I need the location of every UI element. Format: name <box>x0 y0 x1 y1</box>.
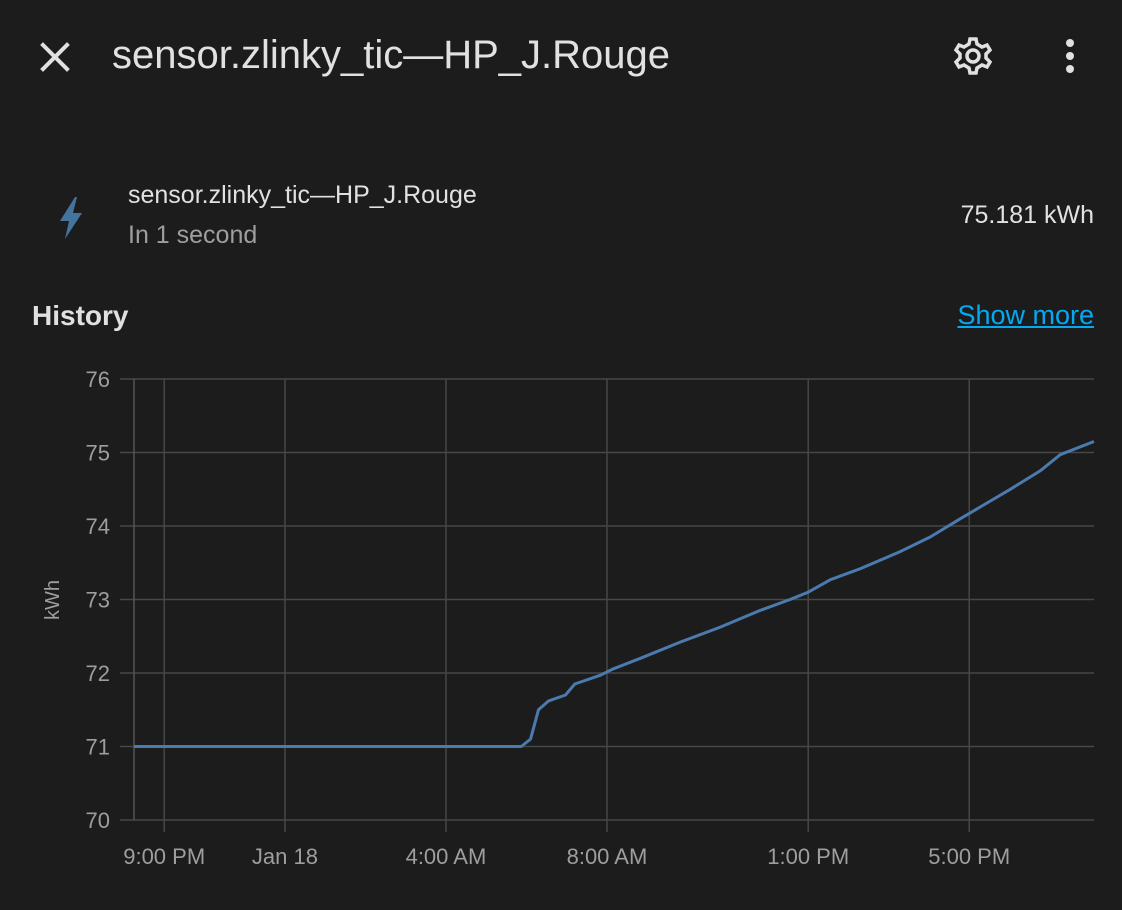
y-tick-label: 72 <box>86 661 110 686</box>
x-tick-label: 1:00 PM <box>767 844 849 869</box>
x-tick-label: Jan 18 <box>252 844 318 869</box>
y-tick-label: 75 <box>86 441 110 466</box>
close-button[interactable] <box>40 42 70 72</box>
y-tick-label: 74 <box>86 514 110 539</box>
y-tick-label: 70 <box>86 808 110 833</box>
y-tick-label: 71 <box>86 735 110 760</box>
header-icons <box>40 37 1074 75</box>
y-tick-label: 73 <box>86 588 110 613</box>
settings-button[interactable] <box>953 37 993 75</box>
x-tick-label: 8:00 AM <box>567 844 648 869</box>
history-title: History <box>32 300 129 331</box>
more-button[interactable] <box>1066 39 1074 73</box>
y-tick-label: 76 <box>86 367 110 392</box>
dialog-title: sensor.zlinky_tic—HP_J.Rouge <box>112 33 671 77</box>
data-line <box>134 440 1095 748</box>
history-chart: 70 71 72 73 74 75 76 9:00 PM Jan 18 4:00 AM 8:00 A… <box>42 367 1095 869</box>
entity-value: 75.181 kWh <box>960 201 1094 229</box>
x-tick-label: 5:00 PM <box>928 844 1010 869</box>
show-more-link[interactable]: Show more <box>957 300 1094 330</box>
entity-time: In 1 second <box>128 221 258 249</box>
bolt-icon <box>60 197 82 239</box>
entity-name: sensor.zlinky_tic—HP_J.Rouge <box>128 181 477 209</box>
x-tick-label: 9:00 PM <box>123 844 205 869</box>
y-axis-label: kWh <box>42 580 64 620</box>
x-tick-label: 4:00 AM <box>406 844 487 869</box>
